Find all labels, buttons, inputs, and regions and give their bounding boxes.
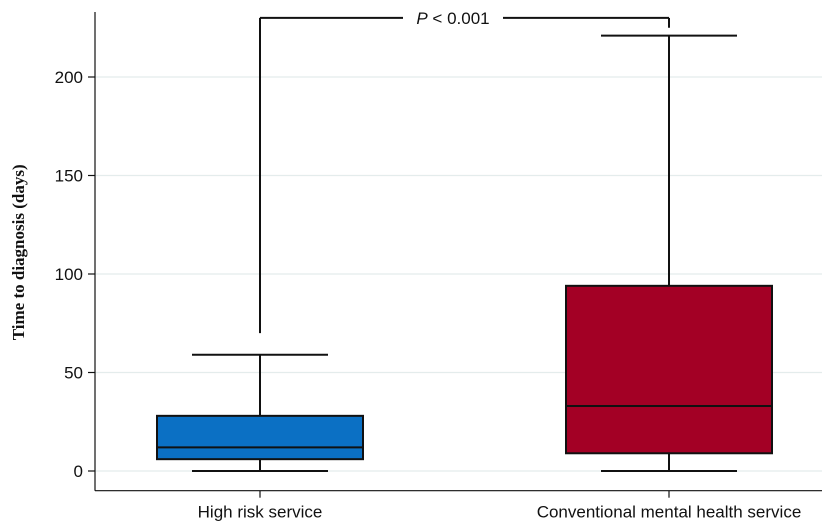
x-category-label: Conventional mental health service — [537, 503, 802, 522]
y-tick-label: 100 — [55, 265, 83, 284]
box-iqr — [156, 414, 364, 461]
x-category-label: High risk service — [198, 503, 323, 522]
box-group — [156, 353, 364, 472]
box-iqr — [565, 284, 773, 455]
box-group — [565, 34, 773, 472]
y-tick-label: 150 — [55, 167, 83, 186]
y-tick-label: 200 — [55, 68, 83, 87]
box-series — [156, 34, 773, 472]
y-axis-label: Time to diagnosis (days) — [9, 164, 28, 340]
axes: 0 50 100 150 200 High risk service Conventiona… — [55, 11, 822, 522]
y-tick-label: 50 — [64, 364, 83, 383]
y-tick-label: 0 — [74, 462, 83, 481]
p-value-label: P < 0.001 — [416, 9, 489, 28]
significance-annotation: P < 0.001 — [259, 9, 670, 334]
